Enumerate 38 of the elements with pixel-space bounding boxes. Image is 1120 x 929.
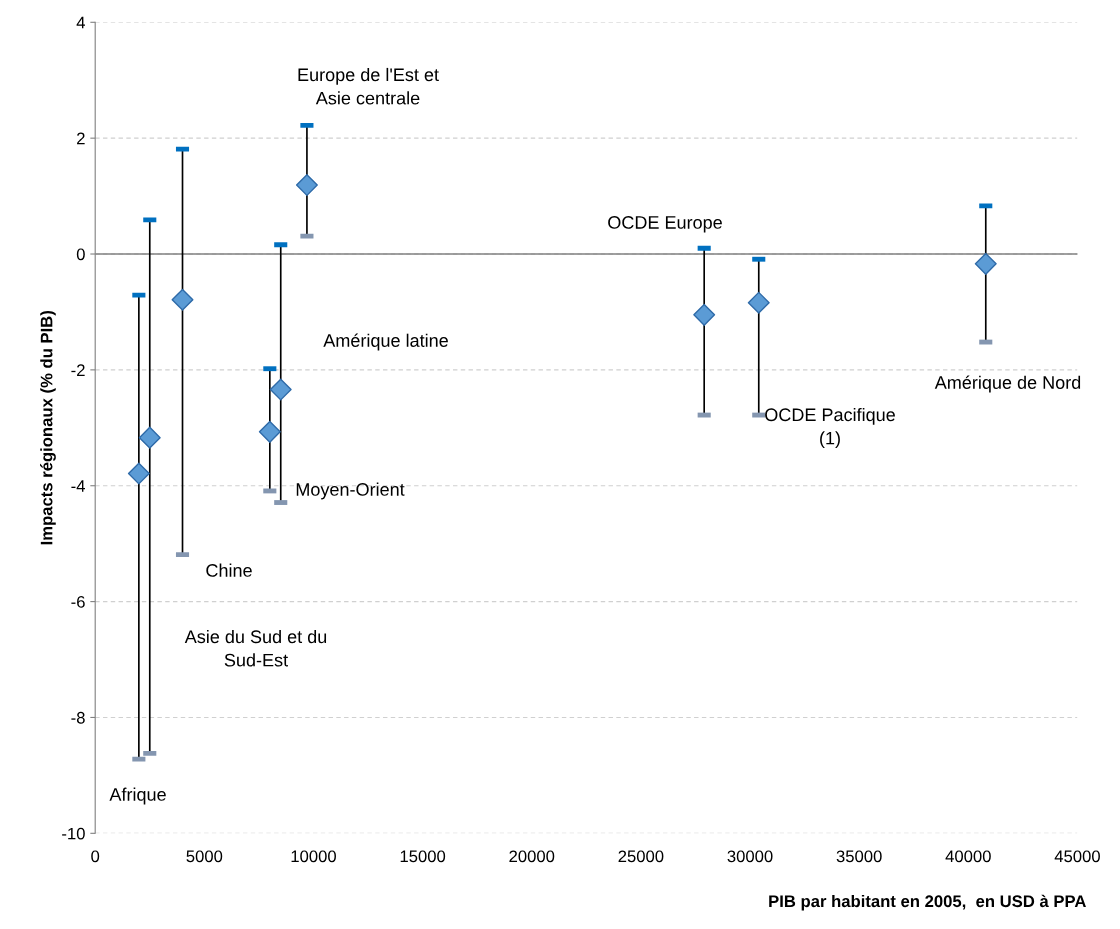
point [127, 462, 150, 485]
y-axis-title: Impacts régionaux (% du PIB) [40, 311, 56, 545]
x-tick-label: 25000 [618, 850, 664, 863]
x-tick-label: 0 [91, 850, 100, 863]
x-tick-label: 35000 [836, 850, 882, 863]
point [138, 426, 161, 449]
y-tick-label: -8 [71, 711, 85, 724]
annotation: Afrique [109, 787, 166, 805]
x-axis-title: PIB par habitant en 2005, en USD à PPA [769, 894, 1086, 911]
y-tick-label: 4 [76, 16, 85, 29]
annotation: OCDE Europe [608, 216, 722, 233]
point [269, 378, 292, 401]
point [974, 252, 997, 275]
x-tick-label: 15000 [400, 850, 446, 863]
annotation: OCDE Pacifique (1) [765, 407, 895, 449]
annotation: Amérique de Nord [934, 375, 1081, 393]
x-tick-label: 40000 [945, 850, 991, 863]
x-tick-label: 45000 [1054, 850, 1100, 863]
y-tick-label: -10 [62, 827, 85, 840]
x-tick-label: 10000 [291, 850, 336, 863]
point [693, 303, 716, 326]
y-tick-label: 2 [77, 132, 85, 145]
annotation: Moyen-Orient [296, 482, 405, 500]
annotation: Europe de l'Est et Asie centrale [298, 67, 439, 105]
annotation: Asie du Sud et du Sud-Est [184, 629, 327, 667]
x-tick-label: 5000 [186, 850, 223, 863]
y-tick-label: 0 [76, 248, 85, 261]
point [747, 291, 770, 314]
x-tick-label: 20000 [509, 850, 555, 863]
annotation: Amérique latine [323, 333, 448, 351]
y-tick-label: -6 [71, 595, 85, 608]
point [258, 420, 281, 443]
annotation: Chine [206, 563, 252, 577]
x-tick-label: 30000 [727, 850, 773, 863]
point [295, 174, 318, 197]
y-tick-label: -2 [71, 364, 85, 376]
point [171, 288, 194, 311]
y-tick-label: -4 [71, 480, 85, 492]
